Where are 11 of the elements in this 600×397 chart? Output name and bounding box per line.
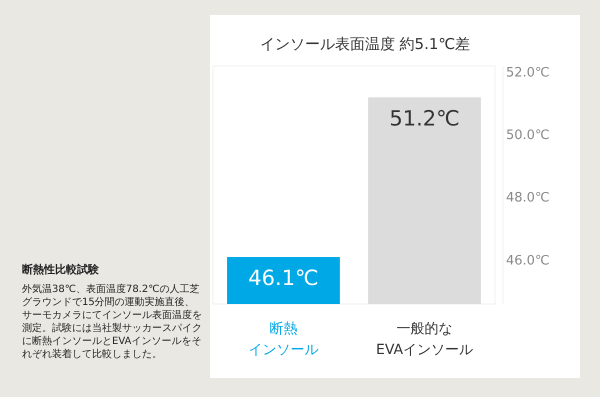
y-tick-label: 46.0℃ [506,253,550,268]
data-label: 51.2℃ [389,106,460,130]
x-tick-label: 一般的なEVAインソール [376,321,474,358]
y-tick-label: 48.0℃ [506,190,550,206]
y-tick-label: 52.0℃ [506,65,550,80]
y-tick-label: 50.0℃ [506,128,550,144]
chart-title: インソール表面温度 約5.1℃差 [260,35,470,53]
data-label: 46.1℃ [248,266,319,290]
text: 断熱性比較試験 [22,262,100,277]
x-tick-label: 断熱インソール [248,321,318,358]
text: 外気温38℃、表面温度78.2℃の人工芝グラウンドで15分間の運動実施直後、サーモカメラにてインソール表面温度を測定。試験には当社製サッカースパイクに断熱インソールとEVAインソールをそれぞれ装着して比較しました。 [22,283,203,361]
